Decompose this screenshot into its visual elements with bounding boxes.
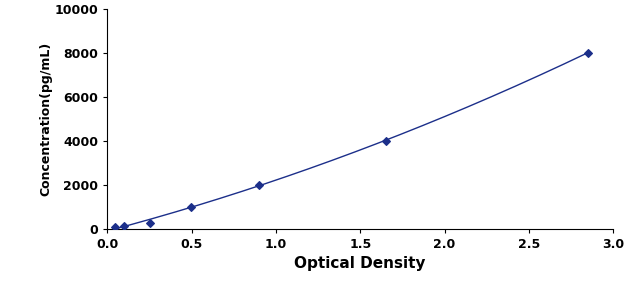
X-axis label: Optical Density: Optical Density — [295, 256, 426, 271]
Y-axis label: Concentration(pg/mL): Concentration(pg/mL) — [39, 42, 52, 196]
